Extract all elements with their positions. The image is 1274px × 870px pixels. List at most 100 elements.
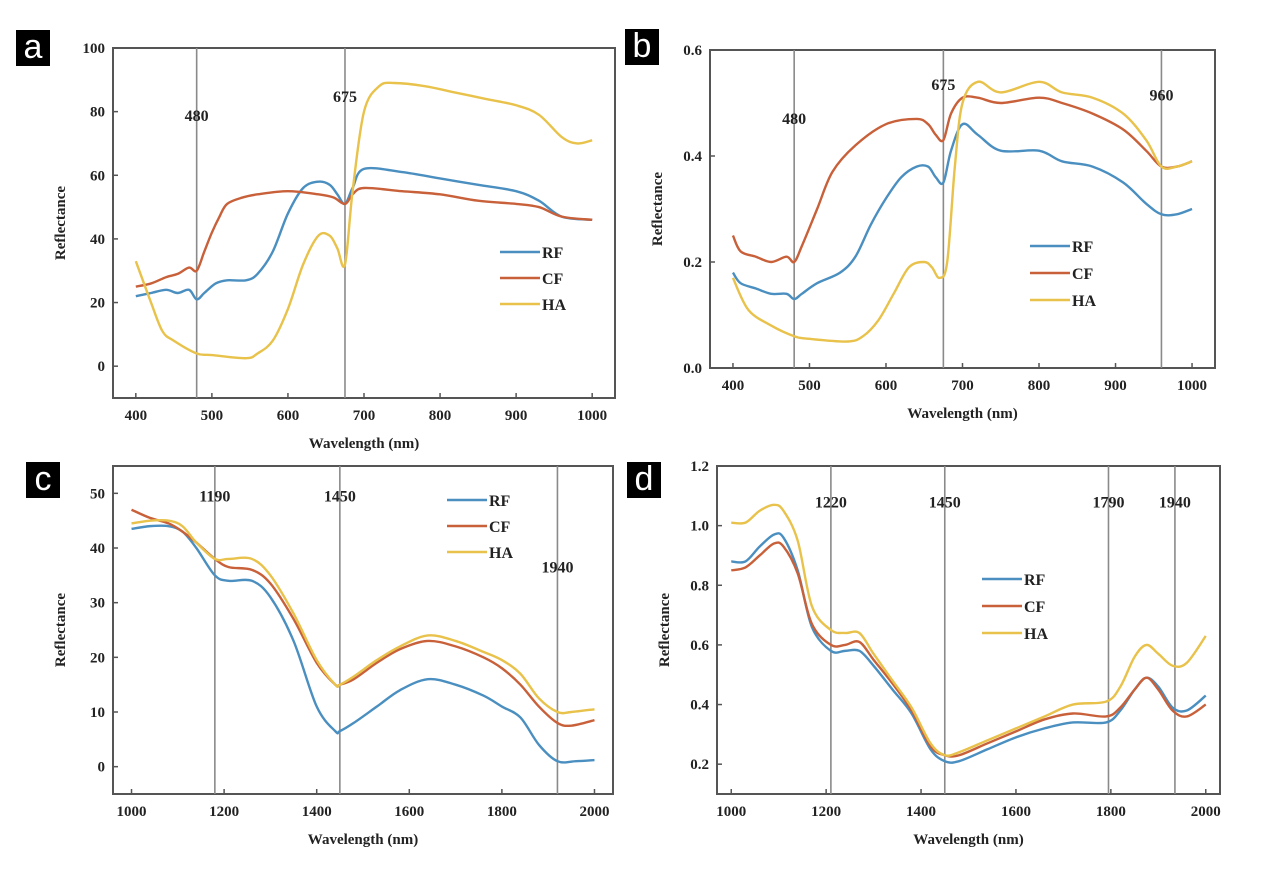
- y-tick-label: 30: [90, 596, 105, 612]
- wavelength-marker-label: 960: [1149, 87, 1173, 104]
- series-line-rf: [731, 122, 1193, 301]
- x-tick-label: 800: [429, 408, 452, 424]
- x-tick-label: 1400: [302, 804, 332, 820]
- x-tick-label: 2000: [579, 804, 609, 820]
- series-line-ha: [731, 80, 1193, 343]
- wavelength-marker-label: 675: [333, 89, 357, 106]
- chart-panel-a: 480 675 400 500 600 700 800 900 1000 0 20 40 60 80 100…: [0, 0, 637, 452]
- y-tick-label: 0.0: [683, 361, 702, 377]
- wavelength-marker-label: 1190: [199, 489, 230, 506]
- chart-b-svg: 480 675 960 400 500 600 700 800 900 1000 0.0 0.2 0.4…: [650, 43, 1216, 422]
- wavelength-marker-label: 1790: [1092, 495, 1124, 512]
- y-tick-label: 80: [90, 105, 105, 121]
- wavelength-marker-label: 675: [931, 77, 955, 94]
- x-tick-label: 2000: [1191, 804, 1221, 820]
- legend-label-cf: CF: [489, 519, 511, 536]
- chart-panel-d: 1220 1450 1790 1940 1000 1200 1400 1600 1800 2000…: [627, 440, 1274, 870]
- y-tick-label: 20: [90, 650, 105, 666]
- x-axis-label: Wavelength (nm): [913, 832, 1023, 848]
- chart-c-svg: 1190 1450 1940 1000 1200 1400 1600 1800 2000 0 10 2…: [53, 465, 614, 848]
- x-axis-label: Wavelength (nm): [309, 436, 419, 452]
- y-tick-label: 40: [90, 232, 105, 248]
- x-tick-label: 1200: [811, 804, 841, 820]
- series-line-rf: [131, 524, 595, 764]
- plot-frame: [112, 465, 614, 795]
- y-tick-label: 0: [98, 760, 106, 776]
- panel-label-a: a: [16, 30, 50, 66]
- wavelength-marker-label: 1450: [929, 495, 961, 512]
- series-line-ha: [731, 503, 1207, 757]
- x-axis-label: Wavelength (nm): [907, 406, 1017, 422]
- chart-panel-b: 480 675 960 400 500 600 700 800 900 1000 0.0 0.2 0.4…: [625, 0, 1274, 440]
- legend-label-ha: HA: [542, 297, 566, 314]
- y-axis-label: Reflectance: [53, 593, 69, 667]
- x-tick-label: 1800: [487, 804, 517, 820]
- panel-label-d: d: [627, 462, 661, 498]
- y-axis-label: Reflectance: [53, 186, 69, 260]
- y-tick-label: 0.6: [690, 638, 709, 654]
- y-tick-label: 0.6: [683, 43, 702, 59]
- y-tick-label: 10: [90, 705, 105, 721]
- wavelength-marker-label: 1940: [1159, 495, 1191, 512]
- x-axis-label: Wavelength (nm): [308, 832, 418, 848]
- x-tick-label: 800: [1028, 378, 1051, 394]
- plot-frame: [716, 465, 1221, 795]
- y-tick-label: 50: [90, 486, 105, 502]
- x-tick-label: 400: [722, 378, 745, 394]
- x-tick-label: 1000: [1177, 378, 1207, 394]
- y-tick-label: 60: [90, 168, 105, 184]
- y-tick-label: 40: [90, 541, 105, 557]
- legend-label-cf: CF: [1024, 599, 1046, 616]
- y-tick-label: 1.2: [690, 459, 709, 475]
- x-tick-label: 900: [1104, 378, 1127, 394]
- wavelength-marker-label: 480: [782, 111, 806, 128]
- x-tick-label: 600: [277, 408, 300, 424]
- panel-label-b: b: [625, 29, 659, 65]
- chart-a-svg: 480 675 400 500 600 700 800 900 1000 0 20 40 60 80 100…: [53, 41, 616, 452]
- legend-label-ha: HA: [1072, 293, 1096, 310]
- series-line-cf: [731, 95, 1193, 264]
- x-tick-label: 1400: [906, 804, 936, 820]
- series-line-rf: [135, 166, 593, 301]
- legend-label-cf: CF: [1072, 266, 1094, 283]
- y-tick-label: 0.4: [690, 698, 709, 714]
- wavelength-marker-label: 1450: [324, 489, 356, 506]
- legend-label-rf: RF: [489, 493, 511, 510]
- y-tick-label: 0: [98, 359, 106, 375]
- x-tick-label: 1600: [1001, 804, 1031, 820]
- y-tick-label: 100: [83, 41, 106, 57]
- series-line-cf: [131, 508, 595, 728]
- y-tick-label: 0.4: [683, 149, 702, 165]
- x-tick-label: 1000: [577, 408, 607, 424]
- legend-label-ha: HA: [1024, 626, 1048, 643]
- wavelength-marker-label: 1220: [815, 495, 847, 512]
- y-tick-label: 0.8: [690, 578, 709, 594]
- y-tick-label: 0.2: [690, 757, 709, 773]
- series-line-cf: [135, 186, 593, 288]
- y-axis-label: Reflectance: [650, 172, 666, 246]
- legend-label-rf: RF: [542, 245, 564, 262]
- y-axis-label: Reflectance: [657, 593, 673, 667]
- x-tick-label: 1200: [209, 804, 239, 820]
- y-tick-label: 0.2: [683, 255, 702, 271]
- x-tick-label: 700: [353, 408, 376, 424]
- x-tick-label: 500: [201, 408, 224, 424]
- chart-panel-c: 1190 1450 1940 1000 1200 1400 1600 1800 2000 0 10 2…: [0, 440, 637, 870]
- legend-label-rf: RF: [1024, 572, 1046, 589]
- wavelength-marker-label: 480: [185, 108, 209, 125]
- wavelength-marker-label: 1940: [541, 560, 573, 577]
- x-tick-label: 600: [875, 378, 898, 394]
- y-tick-label: 1.0: [690, 519, 709, 535]
- panel-label-c: c: [26, 462, 60, 498]
- legend-label-rf: RF: [1072, 239, 1094, 256]
- x-tick-label: 700: [951, 378, 974, 394]
- x-tick-label: 900: [505, 408, 528, 424]
- series-line-cf: [730, 541, 1207, 758]
- legend-label-ha: HA: [489, 545, 513, 562]
- series-line-ha: [131, 518, 595, 715]
- x-tick-label: 400: [125, 408, 148, 424]
- chart-d-svg: 1220 1450 1790 1940 1000 1200 1400 1600 1800 2000…: [657, 459, 1221, 848]
- x-tick-label: 500: [798, 378, 821, 394]
- x-tick-label: 1800: [1096, 804, 1126, 820]
- legend-label-cf: CF: [542, 271, 564, 288]
